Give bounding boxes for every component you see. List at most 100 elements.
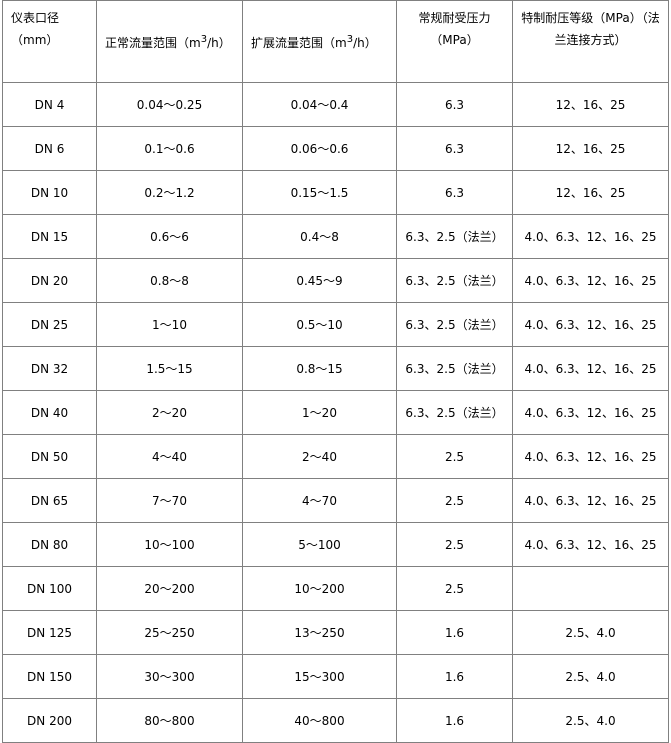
header-row: 仪表口径（mm） 正常流量范围（m3/h） 扩展流量范围（m3/h） 常规耐受压… xyxy=(2,0,669,83)
cell-special-pressure: 12、16、25 xyxy=(512,126,669,171)
cell-pressure: 6.3、2.5（法兰） xyxy=(396,214,513,259)
cell-normal-flow: 0.6～6 xyxy=(96,214,243,259)
cell-extended-flow: 0.04～0.4 xyxy=(242,82,397,127)
cell-normal-flow: 25～250 xyxy=(96,610,243,655)
unit-suffix: /h） xyxy=(353,36,377,50)
cell-special-pressure: 4.0、6.3、12、16、25 xyxy=(512,258,669,303)
cell-diameter: DN 6 xyxy=(2,126,97,171)
table-row: DN 20 0.8～8 0.45～9 6.3、2.5（法兰） 4.0、6.3、12、16… xyxy=(2,258,669,303)
cell-normal-flow: 20～200 xyxy=(96,566,243,611)
header-pressure: 常规耐受压力（MPa） xyxy=(396,0,513,83)
cell-diameter: DN 32 xyxy=(2,346,97,391)
cell-pressure: 6.3、2.5（法兰） xyxy=(396,258,513,303)
cell-normal-flow: 30～300 xyxy=(96,654,243,699)
superscript: 3 xyxy=(346,34,354,45)
cell-pressure: 6.3、2.5（法兰） xyxy=(396,390,513,435)
cell-special-pressure: 4.0、6.3、12、16、25 xyxy=(512,346,669,391)
cell-extended-flow: 0.8～15 xyxy=(242,346,397,391)
cell-special-pressure: 4.0、6.3、12、16、25 xyxy=(512,434,669,479)
cell-extended-flow: 1～20 xyxy=(242,390,397,435)
cell-extended-flow: 5～100 xyxy=(242,522,397,567)
cell-diameter: DN 200 xyxy=(2,698,97,743)
header-normal-flow: 正常流量范围（m3/h） xyxy=(96,0,243,83)
cell-diameter: DN 25 xyxy=(2,302,97,347)
table-row: DN 100 20～200 10～200 2.5 xyxy=(2,566,669,611)
table-row: DN 150 30～300 15～300 1.6 2.5、4.0 xyxy=(2,654,669,699)
cell-special-pressure: 12、16、25 xyxy=(512,170,669,215)
table-row: DN 200 80～800 40～800 1.6 2.5、4.0 xyxy=(2,698,669,743)
header-diameter: 仪表口径（mm） xyxy=(2,0,97,83)
superscript: 3 xyxy=(200,34,208,45)
cell-normal-flow: 4～40 xyxy=(96,434,243,479)
cell-diameter: DN 50 xyxy=(2,434,97,479)
cell-pressure: 1.6 xyxy=(396,698,513,743)
cell-special-pressure: 4.0、6.3、12、16、25 xyxy=(512,214,669,259)
table-row: DN 15 0.6～6 0.4～8 6.3、2.5（法兰） 4.0、6.3、12、16、… xyxy=(2,214,669,259)
header-special-pressure: 特制耐压等级（MPa）（法兰连接方式） xyxy=(512,0,669,83)
cell-normal-flow: 0.8～8 xyxy=(96,258,243,303)
cell-pressure: 6.3 xyxy=(396,170,513,215)
cell-normal-flow: 80～800 xyxy=(96,698,243,743)
cell-normal-flow: 7～70 xyxy=(96,478,243,523)
cell-pressure: 2.5 xyxy=(396,566,513,611)
cell-pressure: 6.3、2.5（法兰） xyxy=(396,346,513,391)
header-normal-flow-text: 正常流量范围（m xyxy=(105,36,201,50)
cell-special-pressure: 4.0、6.3、12、16、25 xyxy=(512,302,669,347)
cell-pressure: 6.3 xyxy=(396,126,513,171)
cell-diameter: DN 10 xyxy=(2,170,97,215)
table-row: DN 6 0.1～0.6 0.06～0.6 6.3 12、16、25 xyxy=(2,126,669,171)
cell-special-pressure: 12、16、25 xyxy=(512,82,669,127)
table-row: DN 50 4～40 2～40 2.5 4.0、6.3、12、16、25 xyxy=(2,434,669,479)
cell-diameter: DN 80 xyxy=(2,522,97,567)
cell-diameter: DN 100 xyxy=(2,566,97,611)
cell-normal-flow: 0.2～1.2 xyxy=(96,170,243,215)
cell-special-pressure: 2.5、4.0 xyxy=(512,654,669,699)
cell-pressure: 6.3 xyxy=(396,82,513,127)
cell-extended-flow: 13～250 xyxy=(242,610,397,655)
cell-normal-flow: 10～100 xyxy=(96,522,243,567)
cell-pressure: 2.5 xyxy=(396,478,513,523)
cell-extended-flow: 15～300 xyxy=(242,654,397,699)
cell-extended-flow: 40～800 xyxy=(242,698,397,743)
cell-special-pressure: 2.5、4.0 xyxy=(512,610,669,655)
table-row: DN 32 1.5～15 0.8～15 6.3、2.5（法兰） 4.0、6.3、12、1… xyxy=(2,346,669,391)
table-row: DN 80 10～100 5～100 2.5 4.0、6.3、12、16、25 xyxy=(2,522,669,567)
cell-extended-flow: 0.15～1.5 xyxy=(242,170,397,215)
cell-diameter: DN 15 xyxy=(2,214,97,259)
cell-pressure: 1.6 xyxy=(396,654,513,699)
cell-extended-flow: 0.06～0.6 xyxy=(242,126,397,171)
cell-diameter: DN 20 xyxy=(2,258,97,303)
cell-special-pressure: 4.0、6.3、12、16、25 xyxy=(512,522,669,567)
table-row: DN 10 0.2～1.2 0.15～1.5 6.3 12、16、25 xyxy=(2,170,669,215)
cell-extended-flow: 0.4～8 xyxy=(242,214,397,259)
table-row: DN 4 0.04～0.25 0.04～0.4 6.3 12、16、25 xyxy=(2,82,669,127)
cell-extended-flow: 10～200 xyxy=(242,566,397,611)
header-extended-flow-text: 扩展流量范围（m xyxy=(251,36,347,50)
cell-special-pressure: 4.0、6.3、12、16、25 xyxy=(512,390,669,435)
cell-normal-flow: 1～10 xyxy=(96,302,243,347)
cell-pressure: 2.5 xyxy=(396,522,513,567)
header-extended-flow: 扩展流量范围（m3/h） xyxy=(242,0,397,83)
cell-special-pressure: 4.0、6.3、12、16、25 xyxy=(512,478,669,523)
cell-special-pressure xyxy=(512,566,669,611)
table-row: DN 65 7～70 4～70 2.5 4.0、6.3、12、16、25 xyxy=(2,478,669,523)
table-row: DN 125 25～250 13～250 1.6 2.5、4.0 xyxy=(2,610,669,655)
cell-normal-flow: 0.1～0.6 xyxy=(96,126,243,171)
cell-normal-flow: 2～20 xyxy=(96,390,243,435)
cell-diameter: DN 40 xyxy=(2,390,97,435)
cell-pressure: 6.3、2.5（法兰） xyxy=(396,302,513,347)
cell-extended-flow: 0.45～9 xyxy=(242,258,397,303)
cell-special-pressure: 2.5、4.0 xyxy=(512,698,669,743)
cell-pressure: 2.5 xyxy=(396,434,513,479)
cell-diameter: DN 65 xyxy=(2,478,97,523)
unit-suffix: /h） xyxy=(207,36,231,50)
cell-normal-flow: 1.5～15 xyxy=(96,346,243,391)
cell-diameter: DN 4 xyxy=(2,82,97,127)
cell-diameter: DN 150 xyxy=(2,654,97,699)
table-row: DN 40 2～20 1～20 6.3、2.5（法兰） 4.0、6.3、12、16、25 xyxy=(2,390,669,435)
cell-extended-flow: 2～40 xyxy=(242,434,397,479)
cell-extended-flow: 4～70 xyxy=(242,478,397,523)
cell-extended-flow: 0.5～10 xyxy=(242,302,397,347)
cell-diameter: DN 125 xyxy=(2,610,97,655)
